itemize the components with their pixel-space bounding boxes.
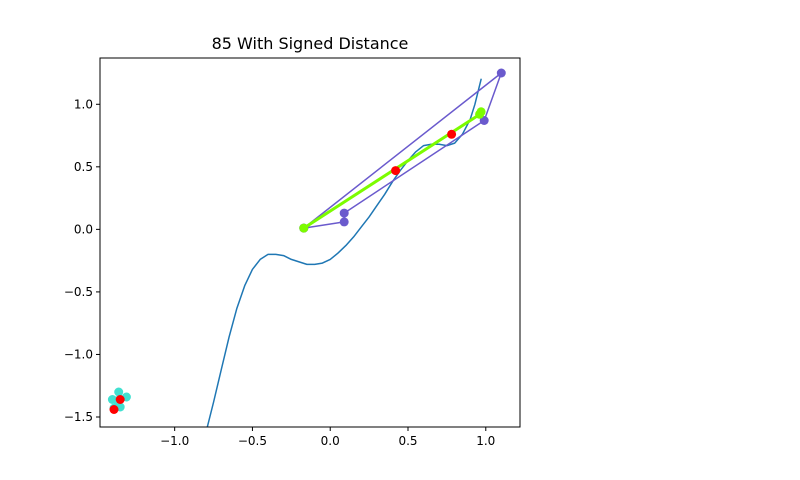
y-tick-label-2: −0.5 (64, 285, 93, 299)
x-axis: −1.0 −0.5 0.0 0.5 1.0 (160, 427, 495, 448)
plot-area (107, 68, 506, 427)
series-0-line (206, 78, 482, 427)
x-tick-label-1: −0.5 (238, 434, 267, 448)
series-5-point-1 (447, 129, 457, 139)
y-tick-label-0: −1.5 (64, 410, 93, 424)
chart-title: 85 With Signed Distance (212, 34, 409, 53)
y-tick-label-5: 1.0 (74, 97, 93, 111)
y-axis: −1.5 −1.0 −0.5 0.0 0.5 1.0 (64, 97, 100, 424)
x-tick-label-4: 1.0 (476, 434, 495, 448)
series-1-point-2 (339, 208, 349, 218)
axes-frame (99, 57, 521, 428)
series-1-line (303, 72, 503, 229)
series-1-point-3 (479, 116, 489, 125)
y-tick-label-1: −1.0 (64, 347, 93, 361)
series-5-point-3 (109, 405, 119, 414)
y-tick-label-4: 0.5 (74, 160, 93, 174)
series-4-point-0 (114, 387, 124, 397)
series-1-point-4 (496, 68, 506, 78)
x-tick-label-3: 0.5 (398, 434, 417, 448)
y-tick-label-3: 0.0 (74, 222, 93, 236)
series-3-point-2 (476, 107, 486, 117)
x-tick-label-0: −1.0 (160, 434, 189, 448)
series-5-point-0 (391, 166, 401, 176)
x-tick-label-2: 0.0 (321, 434, 340, 448)
series-1-point-1 (339, 217, 349, 227)
series-5-point-2 (115, 395, 125, 404)
series-3-point-0 (299, 223, 309, 233)
